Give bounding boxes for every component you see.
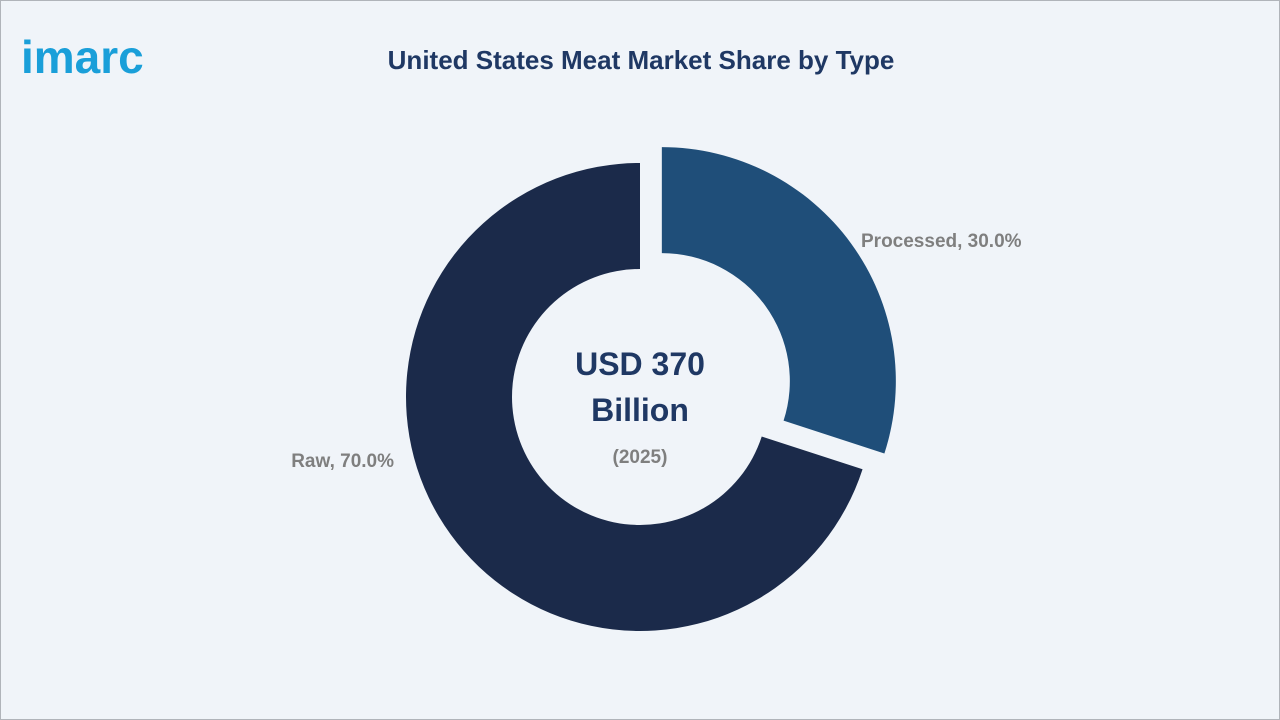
pie-slice	[406, 163, 863, 631]
chart-title: United States Meat Market Share by Type	[388, 45, 895, 75]
logo: imarc	[21, 31, 144, 83]
center-subtext: (2025)	[612, 447, 668, 468]
data-label: Raw, 70.0%	[291, 451, 394, 472]
pie-slice	[661, 147, 896, 454]
center-text: USD 370 Billion	[575, 346, 705, 428]
data-label: Processed, 30.0%	[861, 231, 1022, 252]
